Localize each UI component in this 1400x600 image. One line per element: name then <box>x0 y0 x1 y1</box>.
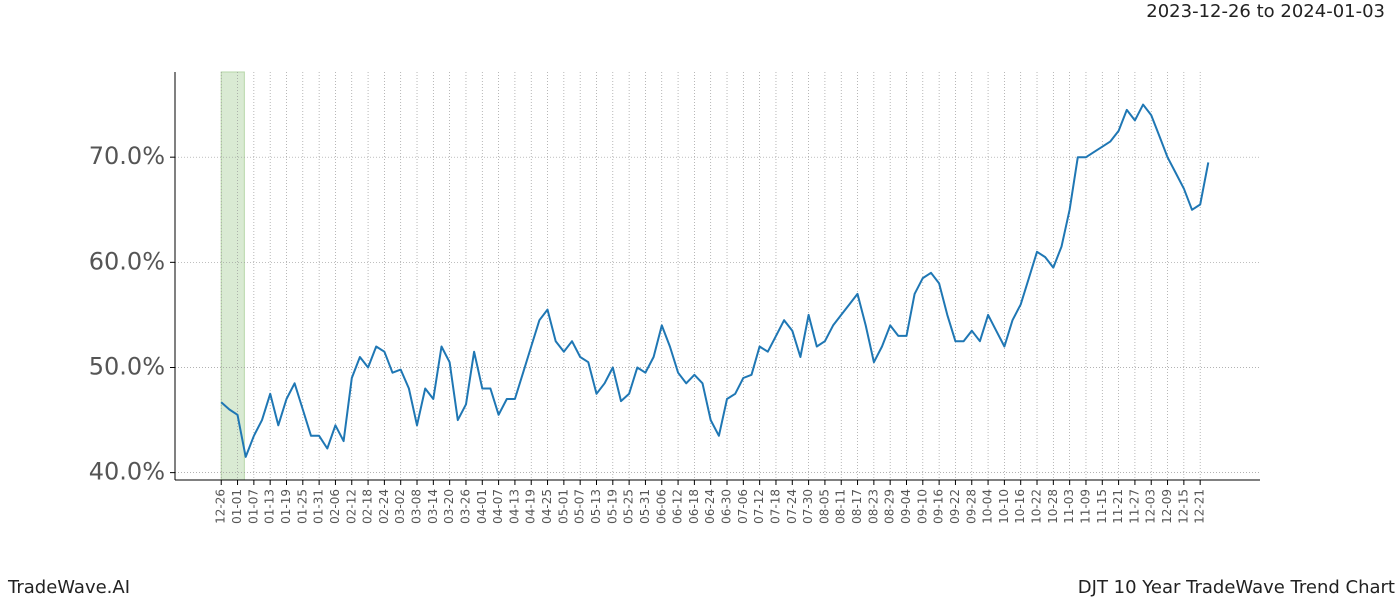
x-tick-label: 09-04 <box>899 489 913 524</box>
x-tick-label: 12-26 <box>214 489 228 524</box>
x-tick-label: 12-21 <box>1193 489 1207 524</box>
x-tick-label: 10-10 <box>997 489 1011 524</box>
x-tick-label: 07-24 <box>785 489 799 524</box>
x-tick-label: 04-07 <box>491 489 505 524</box>
x-tick-label: 06-06 <box>654 489 668 524</box>
x-tick-label: 08-29 <box>883 489 897 524</box>
x-tick-label: 11-09 <box>1078 489 1092 524</box>
x-tick-label: 03-02 <box>393 489 407 524</box>
x-tick-label: 01-31 <box>312 489 326 524</box>
footer-brand: TradeWave.AI <box>7 577 130 598</box>
chart-subtitle: 2023-12-26 to 2024-01-03 <box>1146 1 1385 22</box>
x-tick-label: 10-16 <box>1013 489 1027 524</box>
x-tick-label: 09-28 <box>964 489 978 524</box>
x-tick-label: 03-14 <box>426 489 440 524</box>
x-tick-label: 05-01 <box>556 489 570 524</box>
x-tick-label: 07-06 <box>736 489 750 524</box>
x-tick-label: 12-09 <box>1160 489 1174 524</box>
x-tick-label: 06-12 <box>671 489 685 524</box>
x-tick-label: 07-18 <box>768 489 782 524</box>
x-tick-label: 10-28 <box>1046 489 1060 524</box>
x-tick-label: 08-23 <box>866 489 880 524</box>
x-tick-label: 01-25 <box>295 489 309 524</box>
x-tick-label: 02-12 <box>344 489 358 524</box>
x-tick-label: 06-18 <box>687 489 701 524</box>
x-tick-label: 12-15 <box>1176 489 1190 524</box>
x-tick-label: 12-03 <box>1144 489 1158 524</box>
x-tick-label: 08-05 <box>817 489 831 524</box>
x-tick-label: 06-24 <box>703 489 717 524</box>
x-tick-label: 07-30 <box>801 489 815 524</box>
x-tick-label: 11-15 <box>1095 489 1109 524</box>
x-tick-label: 10-22 <box>1030 489 1044 524</box>
x-tick-label: 09-22 <box>948 489 962 524</box>
x-tick-label: 05-13 <box>589 489 603 524</box>
x-tick-label: 02-24 <box>377 489 391 524</box>
trend-line <box>220 103 1210 458</box>
x-tick-label: 01-13 <box>263 489 277 524</box>
y-tick-label: 70.0% <box>89 142 165 170</box>
x-tick-label: 08-17 <box>850 489 864 524</box>
y-tick-label: 40.0% <box>89 458 165 486</box>
x-tick-label: 03-26 <box>458 489 472 524</box>
x-tick-label: 07-12 <box>752 489 766 524</box>
x-tick-label: 01-07 <box>246 489 260 524</box>
x-tick-label: 03-20 <box>442 489 456 524</box>
x-tick-label: 05-19 <box>605 489 619 524</box>
chart-title: DJT 10 Year TradeWave Trend Chart <box>1078 577 1395 598</box>
x-tick-label: 09-10 <box>915 489 929 524</box>
x-tick-label: 11-27 <box>1127 489 1141 524</box>
x-tick-label: 03-08 <box>410 489 424 524</box>
x-tick-label: 05-31 <box>638 489 652 524</box>
x-tick-label: 09-16 <box>932 489 946 524</box>
x-tick-label: 01-01 <box>230 489 244 524</box>
y-tick-label: 60.0% <box>89 247 165 275</box>
x-tick-label: 06-30 <box>720 489 734 524</box>
x-tick-label: 04-25 <box>540 489 554 524</box>
highlight-band <box>220 71 245 481</box>
x-tick-label: 11-03 <box>1062 489 1076 524</box>
x-tick-label: 05-25 <box>622 489 636 524</box>
x-tick-label: 11-21 <box>1111 489 1125 524</box>
x-tick-label: 08-11 <box>834 489 848 524</box>
x-tick-label: 04-19 <box>524 489 538 524</box>
x-tick-label: 02-06 <box>328 489 342 524</box>
x-tick-label: 10-04 <box>981 489 995 524</box>
x-tick-label: 01-19 <box>279 489 293 524</box>
x-tick-label: 04-13 <box>507 489 521 524</box>
y-tick-label: 50.0% <box>89 352 165 380</box>
x-tick-label: 04-01 <box>475 489 489 524</box>
x-tick-label: 05-07 <box>573 489 587 524</box>
x-tick-label: 02-18 <box>361 489 375 524</box>
